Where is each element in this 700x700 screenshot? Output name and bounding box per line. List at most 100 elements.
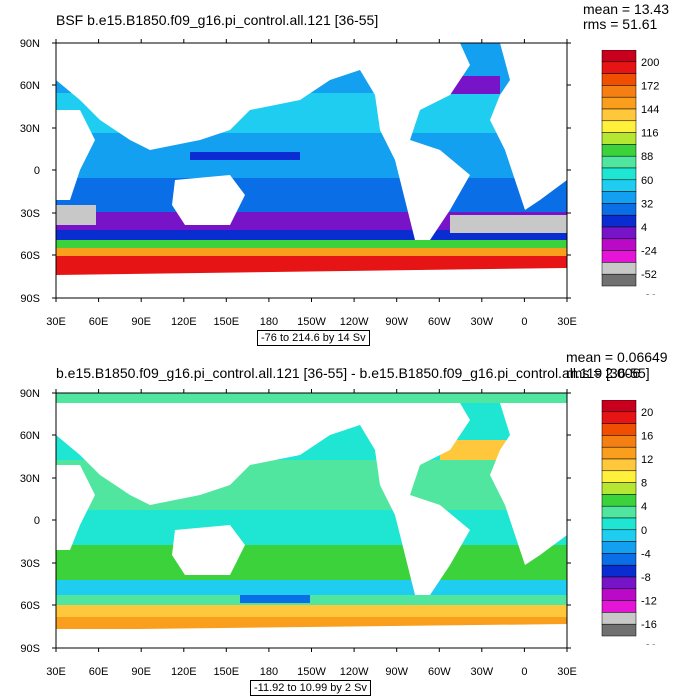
ocean-patch [450, 76, 500, 94]
colorbar-label: 16 [641, 430, 653, 442]
land-africa [56, 465, 95, 550]
colorbar-swatch [601, 61, 637, 74]
lon-label: 0 [521, 666, 527, 678]
land-australia [172, 175, 245, 225]
colorbar-label: 32 [641, 198, 653, 210]
colorbar-label: -20 [641, 643, 657, 645]
colorbar-swatch [601, 132, 637, 145]
colorbar-swatch [601, 73, 637, 86]
ocean-patch [240, 595, 310, 603]
colorbar-label: 4 [641, 501, 647, 513]
lon-label: 60E [89, 316, 109, 328]
colorbar-label: 200 [641, 57, 659, 69]
ocean-band [56, 605, 567, 617]
lon-label: 180 [260, 316, 278, 328]
colorbar-swatch [601, 529, 637, 542]
colorbar-swatch [601, 155, 637, 169]
lat-label: 30S [20, 558, 40, 570]
panel2-title: b.e15.B1850.f09_g16.pi_control.all.121 [… [56, 365, 650, 381]
colorbar-swatch [601, 458, 637, 472]
panel2-rms: rms = 2.006 [566, 365, 641, 381]
ocean-band [56, 200, 567, 212]
lon-label: 120E [171, 316, 197, 328]
lat-label: 60N [20, 80, 40, 92]
colorbar-label: 60 [641, 175, 653, 187]
colorbar-swatch [601, 262, 637, 275]
colorbar-swatch [601, 85, 637, 98]
colorbar-swatch [601, 400, 637, 413]
lon-label: 150W [297, 666, 326, 678]
colorbar-swatch [601, 553, 637, 566]
colorbar-swatch [601, 96, 637, 110]
colorbar-swatch [601, 505, 637, 519]
colorbar-label: -8 [641, 572, 651, 584]
lon-label: 120E [171, 666, 197, 678]
panel2-map: 90N 60N 30N 0 30S 60S 90S 30E 60E 90E 12… [20, 388, 577, 678]
panel1-range: -76 to 214.6 by 14 Sv [257, 330, 370, 346]
lat-label: 90N [20, 38, 40, 50]
colorbar-label: 20 [641, 407, 653, 419]
ocean-band [56, 248, 567, 256]
lon-label: 30W [470, 316, 493, 328]
colorbar-swatch [601, 179, 637, 192]
land-antarctica [56, 624, 567, 648]
lon-label: 90E [131, 316, 151, 328]
colorbar-swatch [601, 623, 637, 637]
lon-label: 150E [213, 666, 239, 678]
colorbar-swatch [601, 446, 637, 460]
colorbar-swatch [601, 120, 637, 133]
lat-label: 90S [20, 643, 40, 655]
colorbar-swatch [601, 108, 637, 122]
colorbar-swatch [601, 250, 637, 263]
colorbar-label: 4 [641, 222, 647, 234]
lon-label: 30W [470, 666, 493, 678]
panel2-range: -11.92 to 10.99 by 2 Sv [250, 680, 371, 696]
lat-label: 30N [20, 123, 40, 135]
land-australia [172, 525, 245, 575]
colorbar-label: 0 [641, 525, 647, 537]
lat-label: 90N [20, 388, 40, 400]
land-europe-africa [490, 403, 567, 565]
ocean-patch [56, 205, 96, 225]
colorbar-swatch [601, 214, 637, 228]
ocean-patch [190, 152, 300, 160]
lat-label: 60S [20, 600, 40, 612]
colorbar-swatch [601, 470, 637, 483]
colorbar-swatch [601, 238, 637, 251]
ocean-band [56, 580, 567, 595]
ocean-band [56, 230, 567, 240]
lon-label: 180 [260, 666, 278, 678]
colorbar-label: 8 [641, 478, 647, 490]
lon-label: 60E [89, 666, 109, 678]
lat-label: 0 [34, 515, 40, 527]
land-asia [56, 43, 360, 150]
land-asia [56, 403, 360, 505]
colorbar-swatch [601, 435, 637, 448]
land-europe-africa [490, 43, 567, 210]
lon-label: 60W [428, 666, 451, 678]
colorbar-swatch [601, 494, 637, 507]
panel2-mean: mean = 0.06649 [566, 349, 668, 365]
lon-label: 150E [213, 316, 239, 328]
panel1-title: BSF b.e15.B1850.f09_g16.pi_control.all.1… [56, 12, 379, 28]
colorbar-label: 144 [641, 104, 659, 116]
lon-label: 60W [428, 316, 451, 328]
colorbar-swatch [601, 541, 637, 554]
ocean-band [56, 240, 567, 248]
lon-label: 30E [46, 666, 66, 678]
colorbar-swatch [601, 273, 637, 287]
panel2-colorbar: 20 16 12 8 4 0 -4 -8 -12 -16 -20 [601, 400, 657, 645]
colorbar-label: -52 [641, 269, 657, 281]
colorbar-swatch [601, 411, 637, 424]
lat-label: 60N [20, 430, 40, 442]
colorbar-label: 12 [641, 454, 653, 466]
colorbar-label: 172 [641, 80, 659, 92]
lon-label: 30E [557, 666, 577, 678]
colorbar-swatch [601, 517, 637, 531]
land-americas [360, 403, 470, 595]
colorbar-swatch [601, 423, 637, 436]
lat-label: 0 [34, 165, 40, 177]
colorbar-label: -80 [641, 293, 657, 295]
ocean-patch [440, 440, 510, 460]
colorbar-swatch [601, 564, 637, 578]
